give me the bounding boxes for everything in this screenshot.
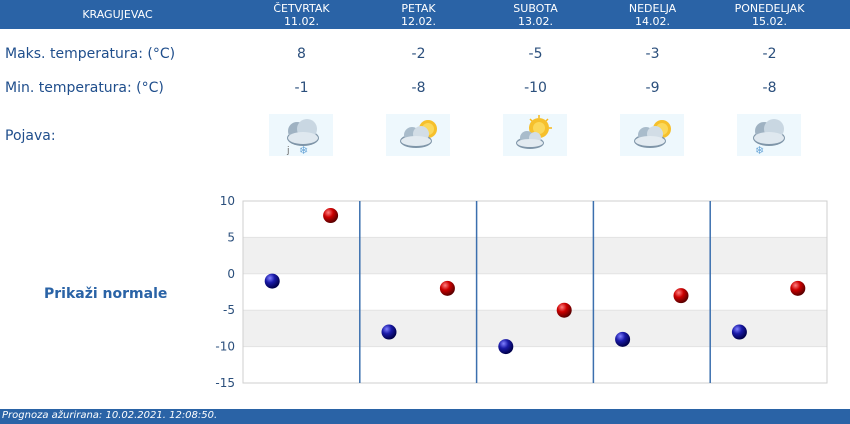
y-tick-label: 0 (227, 267, 235, 281)
max-temp-point (790, 280, 806, 296)
y-tick-label: -15 (215, 376, 235, 390)
grid-band (243, 273, 827, 311)
min-temp-value: -8 (411, 80, 426, 96)
max-temp-point (673, 288, 689, 304)
day-name: PONEDELJAK (734, 2, 805, 15)
partly-cloudy-icon (386, 114, 450, 156)
min-temp-point (731, 324, 747, 340)
phenomena-label: Pojava: (5, 128, 56, 144)
min-temp-point (615, 331, 631, 347)
day-header-1: ČETVRTAK 11.02. (243, 2, 360, 28)
grid-band (243, 237, 827, 274)
min-temp-point (498, 339, 514, 355)
day-date: 14.02. (635, 15, 670, 28)
day-header-3: SUBOTA 13.02. (477, 2, 594, 28)
min-temp-value: -1 (294, 80, 309, 96)
max-temp-value: -5 (528, 46, 543, 62)
y-tick-label: -10 (215, 340, 235, 354)
day-name: SUBOTA (513, 2, 558, 15)
day-date: 11.02. (284, 15, 319, 28)
day-date: 15.02. (752, 15, 787, 28)
day-date: 12.02. (401, 15, 436, 28)
partly-cloudy-icon (620, 114, 684, 156)
day-date: 13.02. (518, 15, 553, 28)
svg-text:j: j (286, 146, 290, 156)
min-temp-value: -9 (645, 80, 660, 96)
forecast-header: KRAGUJEVAC ČETVRTAK 11.02. PETAK 12.02. … (0, 0, 850, 29)
min-temp-label: Min. temperatura: (°C) (5, 80, 164, 96)
grid-band (243, 310, 827, 347)
show-normals-link[interactable]: Prikaži normale (44, 286, 168, 302)
mostly-sunny-icon (503, 114, 567, 156)
cloud-light-snow-icon: j ❄ (269, 114, 333, 156)
max-temp-value: -3 (645, 46, 660, 62)
max-temp-value: -2 (411, 46, 426, 62)
min-temp-point (264, 273, 280, 289)
min-temp-value: -8 (762, 80, 777, 96)
y-tick-label: -5 (223, 303, 235, 317)
y-tick-label: 5 (227, 230, 235, 244)
max-temp-value: 8 (297, 46, 306, 62)
y-tick-label: 10 (220, 194, 235, 208)
city-name: KRAGUJEVAC (82, 8, 153, 21)
forecast-updated-text: Prognoza ažurirana: 10.02.2021. 12:08:50… (2, 410, 218, 421)
day-header-5: PONEDELJAK 15.02. (711, 2, 828, 28)
svg-text:❄: ❄ (299, 144, 308, 156)
day-name: ČETVRTAK (273, 2, 330, 15)
day-name: PETAK (401, 2, 436, 15)
day-header-4: NEDELJA 14.02. (594, 2, 711, 28)
max-temp-point (439, 280, 455, 296)
max-temp-point (556, 302, 572, 318)
plot-border (242, 200, 828, 384)
max-temp-point (323, 208, 339, 224)
temperature-chart: 10 5 0 -5 -10 -15 (215, 194, 828, 390)
max-temp-label: Maks. temperatura: (°C) (5, 46, 176, 62)
cloud-snow-icon: ❄ (737, 114, 801, 156)
svg-text:❄: ❄ (755, 144, 764, 156)
day-name: NEDELJA (628, 2, 677, 15)
max-temp-value: -2 (762, 46, 777, 62)
min-temp-point (381, 324, 397, 340)
footer-bar: Prognoza ažurirana: 10.02.2021. 12:08:50… (0, 409, 850, 424)
grid-band (243, 346, 827, 383)
min-temp-value: -10 (524, 80, 547, 96)
grid-band (243, 201, 827, 238)
day-header-2: PETAK 12.02. (360, 2, 477, 28)
